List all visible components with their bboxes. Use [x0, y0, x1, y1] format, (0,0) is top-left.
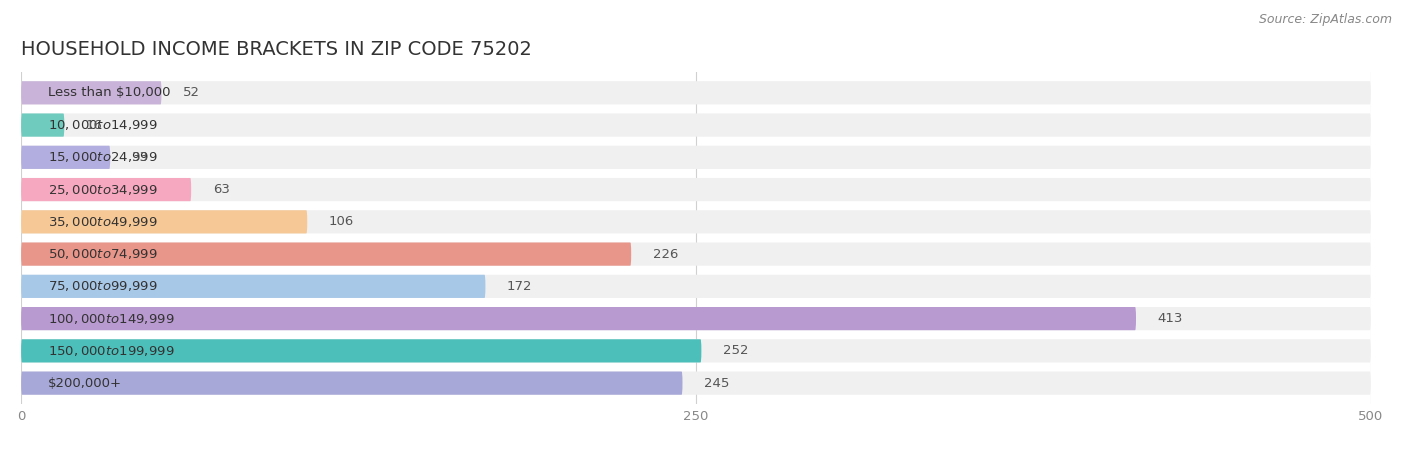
FancyBboxPatch shape: [21, 307, 1371, 330]
FancyBboxPatch shape: [21, 210, 1371, 233]
FancyBboxPatch shape: [21, 242, 631, 266]
FancyBboxPatch shape: [21, 371, 682, 395]
Text: $35,000 to $49,999: $35,000 to $49,999: [48, 215, 157, 229]
Text: 226: 226: [652, 247, 678, 260]
Text: 252: 252: [723, 344, 748, 357]
Text: Less than $10,000: Less than $10,000: [48, 86, 170, 99]
FancyBboxPatch shape: [21, 339, 1371, 362]
FancyBboxPatch shape: [21, 242, 1371, 266]
FancyBboxPatch shape: [21, 81, 162, 105]
FancyBboxPatch shape: [21, 307, 1136, 330]
FancyBboxPatch shape: [21, 339, 702, 362]
FancyBboxPatch shape: [21, 210, 308, 233]
Text: $25,000 to $34,999: $25,000 to $34,999: [48, 183, 157, 197]
Text: HOUSEHOLD INCOME BRACKETS IN ZIP CODE 75202: HOUSEHOLD INCOME BRACKETS IN ZIP CODE 75…: [21, 40, 531, 58]
Text: 106: 106: [329, 216, 354, 229]
FancyBboxPatch shape: [21, 81, 1371, 105]
FancyBboxPatch shape: [21, 114, 65, 136]
Text: $10,000 to $14,999: $10,000 to $14,999: [48, 118, 157, 132]
Text: 413: 413: [1157, 312, 1182, 325]
FancyBboxPatch shape: [21, 146, 1371, 169]
FancyBboxPatch shape: [21, 178, 191, 201]
Text: 33: 33: [132, 151, 149, 164]
Text: $50,000 to $74,999: $50,000 to $74,999: [48, 247, 157, 261]
Text: $100,000 to $149,999: $100,000 to $149,999: [48, 312, 174, 326]
Text: 245: 245: [704, 377, 730, 390]
Text: $150,000 to $199,999: $150,000 to $199,999: [48, 344, 174, 358]
Text: 16: 16: [86, 119, 103, 132]
Text: 172: 172: [508, 280, 533, 293]
Text: $15,000 to $24,999: $15,000 to $24,999: [48, 150, 157, 164]
FancyBboxPatch shape: [21, 114, 1371, 136]
FancyBboxPatch shape: [21, 275, 485, 298]
Text: Source: ZipAtlas.com: Source: ZipAtlas.com: [1258, 13, 1392, 26]
Text: $200,000+: $200,000+: [48, 377, 122, 390]
Text: 52: 52: [183, 86, 200, 99]
FancyBboxPatch shape: [21, 146, 110, 169]
Text: $75,000 to $99,999: $75,000 to $99,999: [48, 279, 157, 293]
FancyBboxPatch shape: [21, 275, 1371, 298]
FancyBboxPatch shape: [21, 371, 1371, 395]
Text: 63: 63: [212, 183, 229, 196]
FancyBboxPatch shape: [21, 178, 1371, 201]
